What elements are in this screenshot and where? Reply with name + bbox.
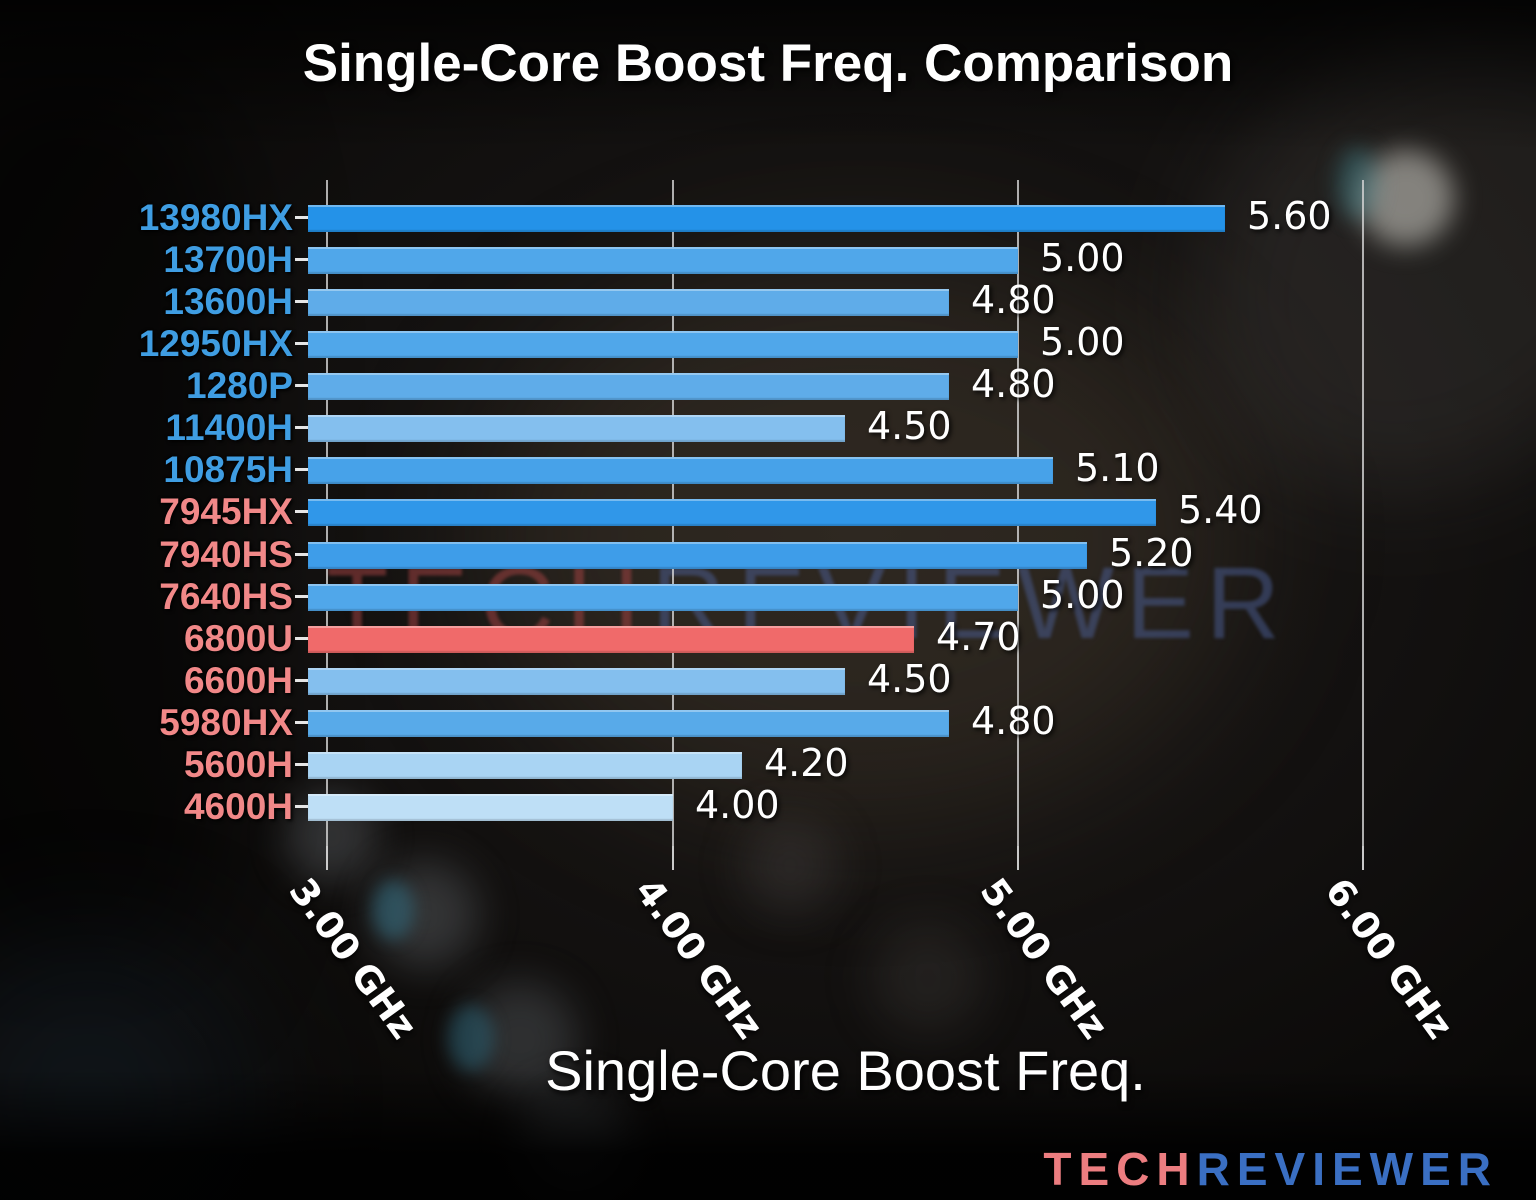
y-label-12950HX: 12950HX <box>138 323 293 365</box>
y-tick-7640HS <box>295 594 308 598</box>
bar-11400H <box>308 415 845 443</box>
y-label-13600H: 13600H <box>163 281 293 323</box>
y-tick-7940HS <box>295 552 308 556</box>
bar-7640HS <box>308 583 1018 611</box>
bar-7945HX <box>308 499 1156 527</box>
background-bokeh-teal <box>372 880 414 940</box>
background-bokeh <box>372 862 478 968</box>
y-tick-4600H <box>295 804 308 808</box>
value-label-12950HX: 5.00 <box>1040 320 1125 365</box>
bar-12950HX <box>308 331 1018 359</box>
value-label-6600H: 4.50 <box>867 656 952 701</box>
brand-logo-reviewer: REVIEWER <box>1196 1143 1498 1195</box>
value-label-13700H: 5.00 <box>1040 236 1125 281</box>
y-label-7640HS: 7640HS <box>159 575 293 617</box>
y-tick-1280P <box>295 384 308 388</box>
bar-6800U <box>308 625 914 653</box>
y-label-10875H: 10875H <box>163 449 293 491</box>
bar-6600H <box>308 667 845 695</box>
y-tick-6600H <box>295 678 308 682</box>
y-label-4600H: 4600H <box>183 785 293 827</box>
value-label-1280P: 4.80 <box>971 362 1056 407</box>
x-axis-title: Single-Core Boost Freq. <box>545 1039 1146 1102</box>
gridline-6ghz <box>1362 180 1365 846</box>
chart-title: Single-Core Boost Freq. Comparison <box>302 34 1234 93</box>
background-bokeh-white <box>1358 150 1454 246</box>
x-tick-label-4ghz: 4.00 GHz <box>626 870 771 1047</box>
value-label-6800U: 4.70 <box>936 614 1021 659</box>
bar-1280P <box>308 373 949 401</box>
y-label-5980HX: 5980HX <box>159 701 293 743</box>
background-bokeh-teal <box>1336 146 1378 220</box>
y-tick-13700H <box>295 258 308 262</box>
y-label-7945HX: 7945HX <box>159 491 293 533</box>
bar-5600H <box>308 751 742 779</box>
bar-4600H <box>308 793 673 821</box>
y-label-6800U: 6800U <box>183 617 293 659</box>
y-tick-12950HX <box>295 342 308 346</box>
x-axis-tick-5ghz <box>1016 846 1019 870</box>
value-label-5600H: 4.20 <box>764 740 849 785</box>
x-axis-tick-6ghz <box>1362 846 1365 870</box>
bar-10875H <box>308 457 1053 485</box>
background-bokeh <box>742 818 838 914</box>
bar-5980HX <box>308 709 949 737</box>
y-label-13700H: 13700H <box>163 239 293 281</box>
value-label-5980HX: 4.80 <box>971 698 1056 743</box>
value-label-10875H: 5.10 <box>1075 446 1160 491</box>
bar-13980HX <box>308 205 1225 232</box>
value-label-4600H: 4.00 <box>695 782 780 827</box>
background-bokeh-teal <box>448 1005 494 1071</box>
bar-7940HS <box>308 541 1087 569</box>
y-label-5600H: 5600H <box>183 743 293 785</box>
value-label-7945HX: 5.40 <box>1178 488 1263 533</box>
y-tick-6800U <box>295 636 308 640</box>
background-top-shade <box>0 0 1536 150</box>
value-label-11400H: 4.50 <box>867 404 952 449</box>
value-label-7640HS: 5.00 <box>1040 572 1125 617</box>
y-tick-7945HX <box>295 510 308 514</box>
y-tick-5600H <box>295 762 308 766</box>
y-tick-11400H <box>295 426 308 430</box>
y-label-7940HS: 7940HS <box>159 533 293 575</box>
y-tick-10875H <box>295 468 308 472</box>
x-tick-label-6ghz: 6.00 GHz <box>1316 870 1462 1047</box>
y-tick-5980HX <box>295 720 308 724</box>
value-label-7940HS: 5.20 <box>1109 530 1194 575</box>
brand-logo: TECHREVIEWER <box>1043 1146 1498 1192</box>
value-label-13980HX: 5.60 <box>1247 194 1332 238</box>
x-axis-tick-3ghz <box>326 846 329 870</box>
value-label-13600H: 4.80 <box>971 278 1056 323</box>
background-bokeh <box>872 922 984 1034</box>
background-shadow-left <box>0 70 240 990</box>
bar-13700H <box>308 247 1018 275</box>
y-label-6600H: 6600H <box>183 659 293 701</box>
y-label-11400H: 11400H <box>165 407 293 449</box>
y-tick-13600H <box>295 300 308 304</box>
background-bottom-shade <box>0 1070 1536 1200</box>
bar-13600H <box>308 289 949 317</box>
y-tick-13980HX <box>295 216 308 219</box>
x-tick-label-5ghz: 5.00 GHz <box>971 870 1117 1047</box>
x-axis-tick-4ghz <box>671 846 674 870</box>
y-label-13980HX: 13980HX <box>138 197 293 238</box>
brand-logo-tech: TECH <box>1043 1143 1197 1195</box>
x-tick-label-3ghz: 3.00 GHz <box>280 870 426 1047</box>
y-label-1280P: 1280P <box>186 365 293 407</box>
